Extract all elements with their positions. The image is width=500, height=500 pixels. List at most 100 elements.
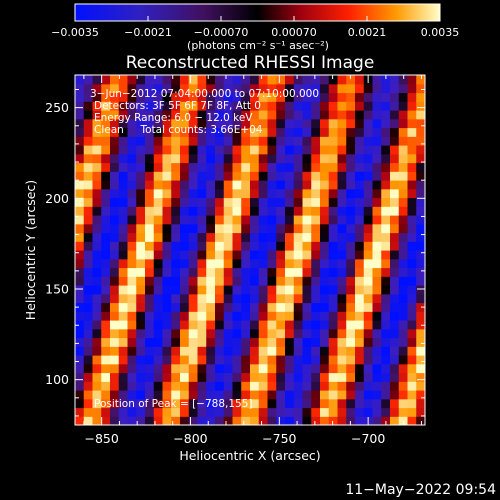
- heatmap-cell: [363, 171, 374, 181]
- heatmap-cell: [258, 241, 269, 251]
- heatmap-cell: [293, 136, 304, 146]
- heatmap-cell: [110, 162, 120, 172]
- heatmap-cell: [197, 346, 207, 356]
- heatmap-cell: [215, 232, 225, 242]
- heatmap-cell: [92, 110, 102, 120]
- heatmap-cell: [407, 188, 417, 199]
- heatmap-cell: [390, 162, 400, 172]
- heatmap-cell: [407, 267, 417, 277]
- heatmap-cell: [407, 136, 417, 146]
- heatmap-cell: [416, 320, 425, 330]
- heatmap-cell: [223, 320, 234, 330]
- heatmap-cell: [136, 145, 146, 155]
- heatmap-cell: [311, 110, 321, 120]
- heatmap-cell: [232, 188, 242, 199]
- heatmap-cell: [197, 180, 207, 190]
- heatmap-cell: [355, 127, 365, 137]
- heatmap-cell: [145, 232, 155, 242]
- heatmap-cell: [118, 171, 129, 181]
- heatmap-cell: [118, 145, 129, 155]
- heatmap-cell: [311, 311, 321, 321]
- heatmap-cell: [346, 285, 356, 295]
- heatmap-cell: [320, 416, 330, 425]
- heatmap-cell: [92, 118, 102, 129]
- heatmap-cell: [293, 363, 304, 374]
- heatmap-cell: [180, 197, 190, 207]
- heatmap-cell: [276, 276, 286, 286]
- heatmap-cell: [407, 276, 417, 286]
- heatmap-cell: [390, 285, 400, 295]
- heatmap-cell: [390, 407, 400, 417]
- heatmap-cell: [407, 302, 417, 312]
- heatmap-cell: [328, 250, 339, 260]
- heatmap-cell: [162, 180, 172, 190]
- heatmap-cell: [390, 180, 400, 190]
- heatmap-cell: [83, 398, 94, 409]
- heatmap-cell: [171, 153, 181, 164]
- heatmap-cell: [127, 127, 137, 137]
- heatmap-cell: [118, 153, 129, 164]
- heatmap-cell: [180, 320, 190, 330]
- heatmap-cell: [197, 390, 207, 400]
- heatmap-cell: [320, 276, 330, 286]
- heatmap-cell: [83, 346, 94, 356]
- heatmap-cell: [232, 276, 242, 286]
- heatmap-cell: [118, 197, 129, 207]
- heatmap-cell: [407, 180, 417, 190]
- heatmap-cell: [398, 110, 409, 120]
- heatmap-cell: [215, 83, 225, 94]
- heatmap-cell: [363, 162, 374, 172]
- heatmap-cell: [197, 75, 207, 85]
- heatmap-cell: [180, 180, 190, 190]
- heatmap-cell: [215, 407, 225, 417]
- heatmap-cell: [363, 136, 374, 146]
- heatmap-cell: [110, 407, 120, 417]
- heatmap-cell: [363, 337, 374, 347]
- heatmap-cell: [390, 241, 400, 251]
- heatmap-cell: [171, 83, 181, 94]
- heatmap-cell: [206, 171, 216, 181]
- heatmap-cell: [188, 250, 199, 260]
- heatmap-cell: [223, 285, 234, 295]
- heatmap-cell: [92, 250, 102, 260]
- heatmap-cell: [153, 328, 164, 339]
- heatmap-cell: [381, 162, 391, 172]
- heatmap-cell: [328, 136, 339, 146]
- colorbar-tick-label: 0.00070: [271, 26, 317, 39]
- heatmap-cell: [188, 136, 199, 146]
- heatmap-cell: [320, 302, 330, 312]
- heatmap-cell: [293, 118, 304, 129]
- heatmap-cell: [355, 328, 365, 339]
- heatmap-cell: [101, 83, 111, 94]
- heatmap-cell: [188, 92, 199, 102]
- heatmap-cell: [153, 381, 164, 391]
- heatmap-cell: [127, 311, 137, 321]
- heatmap-cell: [302, 232, 312, 242]
- heatmap-cell: [311, 215, 321, 225]
- heatmap-cell: [145, 180, 155, 190]
- heatmap-cell: [276, 223, 286, 234]
- heatmap-cell: [188, 83, 199, 94]
- heatmap-cell: [311, 197, 321, 207]
- heatmap-cell: [110, 215, 120, 225]
- heatmap-cell: [153, 118, 164, 129]
- heatmap-cell: [206, 372, 216, 382]
- heatmap-cell: [363, 311, 374, 321]
- heatmap-cell: [337, 302, 347, 312]
- heatmap-cell: [110, 232, 120, 242]
- heatmap-cell: [276, 101, 286, 111]
- heatmap-cell: [215, 250, 225, 260]
- heatmap-cell: [258, 285, 269, 295]
- colorbar-ticks: [74, 16, 441, 21]
- heatmap-cell: [110, 180, 120, 190]
- heatmap-cell: [407, 75, 417, 85]
- heatmap-cell: [101, 75, 111, 85]
- heatmap-cell: [311, 390, 321, 400]
- heatmap-cell: [188, 390, 199, 400]
- heatmap-cell: [136, 302, 146, 312]
- heatmap-cell: [372, 232, 382, 242]
- heatmap-cell: [355, 180, 365, 190]
- heatmap-cell: [372, 337, 382, 347]
- heatmap-cell: [180, 416, 190, 425]
- heatmap-cell: [171, 250, 181, 260]
